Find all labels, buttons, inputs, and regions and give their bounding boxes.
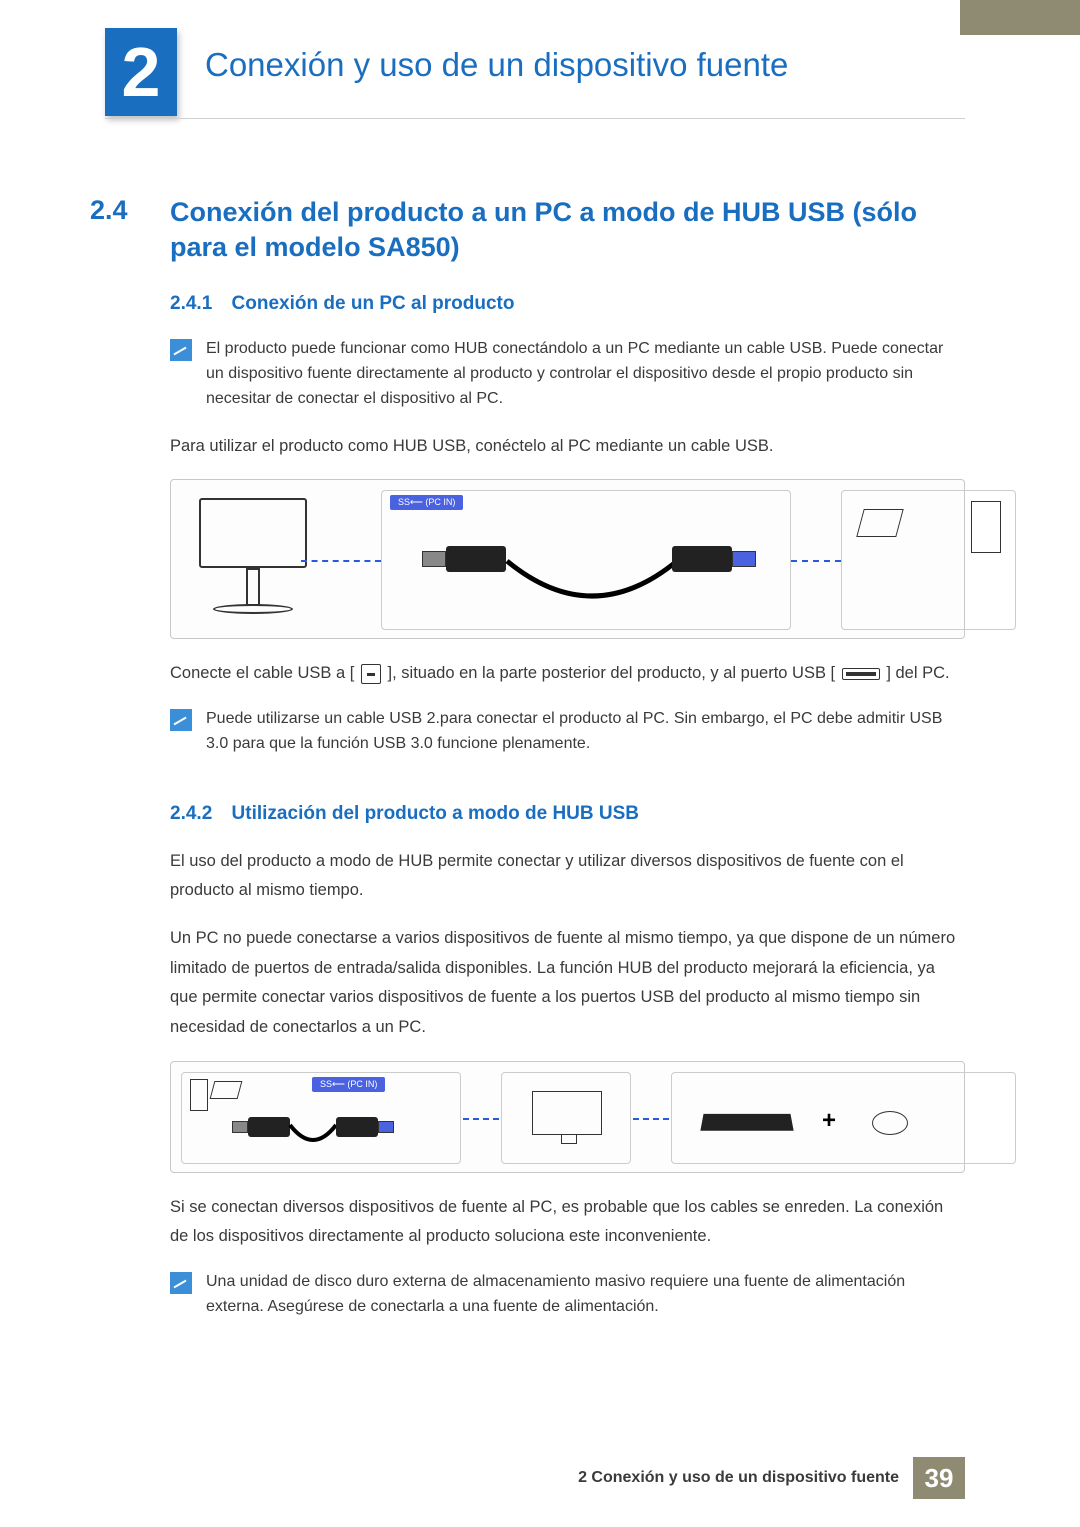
subsection-1-title: Conexión de un PC al producto: [232, 293, 515, 314]
chapter-number-badge: 2: [105, 28, 177, 116]
page: 2 Conexión y uso de un dispositivo fuent…: [0, 0, 1080, 1527]
cable-curve-icon: [288, 1119, 338, 1153]
note-3-text: Una unidad de disco duro externa de alma…: [206, 1270, 965, 1320]
body-text-3: El uso del producto a modo de HUB permit…: [170, 847, 965, 906]
header-divider: [105, 118, 965, 119]
chapter-title: Conexión y uso de un dispositivo fuente: [205, 46, 788, 84]
body2-post: ] del PC.: [886, 664, 949, 682]
plus-icon: +: [822, 1107, 836, 1135]
subsection-2-number: 2.4.2: [170, 803, 212, 824]
note-icon: [170, 1272, 192, 1294]
dashed-connector-3: [463, 1118, 499, 1120]
subsection-2-title: Utilización del producto a modo de HUB U…: [232, 803, 639, 824]
cable-curve-icon: [502, 551, 682, 611]
body2-pre: Conecte el cable USB a [: [170, 664, 354, 682]
section-number: 2.4: [90, 195, 170, 265]
cable-detail-box: SS⟵ (PC IN): [381, 490, 791, 630]
body-text-1: Para utilizar el producto como HUB USB, …: [170, 432, 965, 462]
usb-plug-icon: [842, 668, 880, 680]
note-block-2: Puede utilizarse un cable USB 2.para con…: [170, 707, 965, 757]
source-box: SS⟵ (PC IN): [181, 1072, 461, 1164]
usb-pc-in-label-2: SS⟵ (PC IN): [312, 1077, 385, 1092]
note-icon: [170, 339, 192, 361]
subsection-2-heading: 2.4.2 Utilización del producto a modo de…: [170, 803, 965, 825]
body-text-2: Conecte el cable USB a [ ], situado en l…: [170, 659, 965, 689]
body-text-5: Si se conectan diversos dispositivos de …: [170, 1193, 965, 1252]
subsection-1-heading: 2.4.1 Conexión de un PC al producto: [170, 293, 965, 315]
subsection-1-number: 2.4.1: [170, 293, 212, 314]
usb-port-icon: [361, 664, 381, 684]
body-text-4: Un PC no puede conectarse a varios dispo…: [170, 924, 965, 1043]
footer-chapter-text: 2 Conexión y uso de un dispositivo fuent…: [578, 1469, 899, 1487]
top-tab-decoration: [960, 0, 1080, 35]
pc-box: [841, 490, 1016, 630]
note-icon: [170, 709, 192, 731]
section-heading: 2.4 Conexión del producto a un PC a modo…: [90, 195, 965, 265]
dashed-connector: [301, 560, 381, 562]
dashed-connector-4: [633, 1118, 669, 1120]
peripherals-box: +: [671, 1072, 1016, 1164]
figure-hub-usage: SS⟵ (PC IN) +: [170, 1061, 965, 1173]
note-1-text: El producto puede funcionar como HUB con…: [206, 337, 965, 411]
note-block-3: Una unidad de disco duro externa de alma…: [170, 1270, 965, 1320]
footer-page-number: 39: [913, 1457, 965, 1499]
dashed-connector-2: [791, 560, 841, 562]
page-footer: 2 Conexión y uso de un dispositivo fuent…: [578, 1457, 965, 1499]
usb-pc-in-label: SS⟵ (PC IN): [390, 495, 463, 510]
figure-usb-connection: SS⟵ (PC IN): [170, 479, 965, 639]
body2-mid: ], situado en la parte posterior del pro…: [388, 664, 836, 682]
content-area: 2.4 Conexión del producto a un PC a modo…: [0, 0, 1080, 1320]
note-2-text: Puede utilizarse un cable USB 2.para con…: [206, 707, 965, 757]
section-title: Conexión del producto a un PC a modo de …: [170, 195, 965, 265]
monitor-box: [501, 1072, 631, 1164]
monitor-illustration: [189, 498, 319, 623]
note-block-1: El producto puede funcionar como HUB con…: [170, 337, 965, 411]
